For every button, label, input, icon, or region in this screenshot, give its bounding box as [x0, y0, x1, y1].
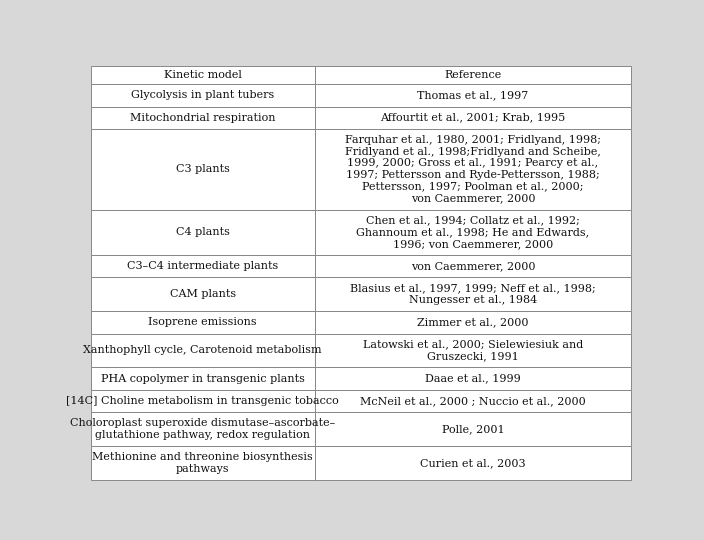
Bar: [315, 66, 631, 84]
Bar: [315, 84, 631, 106]
Text: Farquhar et al., 1980, 2001; Fridlyand, 1998;: Farquhar et al., 1980, 2001; Fridlyand, …: [345, 135, 601, 145]
Bar: [315, 311, 631, 334]
Text: Nungesser et al., 1984: Nungesser et al., 1984: [409, 295, 537, 305]
Bar: [91, 446, 315, 480]
Text: Choloroplast superoxide dismutase–ascorbate–: Choloroplast superoxide dismutase–ascorb…: [70, 418, 335, 428]
Bar: [315, 106, 631, 129]
Bar: [91, 255, 315, 278]
Text: Polle, 2001: Polle, 2001: [441, 424, 504, 434]
Bar: [315, 446, 631, 480]
Bar: [315, 255, 631, 278]
Text: Affourtit et al., 2001; Krab, 1995: Affourtit et al., 2001; Krab, 1995: [380, 113, 565, 123]
Text: Isoprene emissions: Isoprene emissions: [149, 318, 257, 327]
Bar: [315, 210, 631, 255]
Bar: [315, 129, 631, 210]
Bar: [91, 278, 315, 311]
Text: Mitochondrial respiration: Mitochondrial respiration: [130, 113, 275, 123]
Bar: [91, 84, 315, 106]
Text: pathways: pathways: [176, 464, 230, 474]
Text: Glycolysis in plant tubers: Glycolysis in plant tubers: [131, 91, 275, 100]
Text: Xanthophyll cycle, Carotenoid metabolism: Xanthophyll cycle, Carotenoid metabolism: [84, 346, 322, 355]
Bar: [91, 390, 315, 412]
Bar: [315, 412, 631, 446]
Text: 1997; Pettersson and Ryde-Pettersson, 1988;: 1997; Pettersson and Ryde-Pettersson, 19…: [346, 170, 600, 180]
Bar: [91, 129, 315, 210]
Text: Reference: Reference: [444, 70, 501, 80]
Text: 1996; von Caemmerer, 2000: 1996; von Caemmerer, 2000: [393, 239, 553, 249]
Bar: [315, 334, 631, 367]
Text: Latowski et al., 2000; Sielewiesiuk and: Latowski et al., 2000; Sielewiesiuk and: [363, 340, 583, 349]
Bar: [315, 390, 631, 412]
Text: Chen et al., 1994; Collatz et al., 1992;: Chen et al., 1994; Collatz et al., 1992;: [366, 215, 580, 226]
Bar: [91, 367, 315, 390]
Text: Blasius et al., 1997, 1999; Neff et al., 1998;: Blasius et al., 1997, 1999; Neff et al.,…: [350, 284, 596, 294]
Text: C4 plants: C4 plants: [176, 227, 230, 238]
Bar: [91, 210, 315, 255]
Text: Fridlyand et al., 1998;Fridlyand and Scheibe,: Fridlyand et al., 1998;Fridlyand and Sch…: [345, 147, 601, 157]
Text: Kinetic model: Kinetic model: [164, 70, 241, 80]
Text: Thomas et al., 1997: Thomas et al., 1997: [417, 91, 529, 100]
Text: Pettersson, 1997; Poolman et al., 2000;: Pettersson, 1997; Poolman et al., 2000;: [362, 182, 584, 192]
Text: von Caemmerer, 2000: von Caemmerer, 2000: [410, 193, 535, 204]
Text: [14C] Choline metabolism in transgenic tobacco: [14C] Choline metabolism in transgenic t…: [66, 396, 339, 406]
Text: PHA copolymer in transgenic plants: PHA copolymer in transgenic plants: [101, 374, 305, 383]
Bar: [315, 278, 631, 311]
Bar: [315, 367, 631, 390]
Text: Zimmer et al., 2000: Zimmer et al., 2000: [417, 318, 529, 327]
Text: Ghannoum et al., 1998; He and Edwards,: Ghannoum et al., 1998; He and Edwards,: [356, 227, 589, 238]
Text: glutathione pathway, redox regulation: glutathione pathway, redox regulation: [95, 430, 310, 440]
Bar: [91, 412, 315, 446]
Bar: [91, 311, 315, 334]
Bar: [91, 334, 315, 367]
Text: C3 plants: C3 plants: [176, 164, 230, 174]
Text: Gruszecki, 1991: Gruszecki, 1991: [427, 352, 519, 361]
Text: CAM plants: CAM plants: [170, 289, 236, 299]
Text: McNeil et al., 2000 ; Nuccio et al., 2000: McNeil et al., 2000 ; Nuccio et al., 200…: [360, 396, 586, 406]
Text: Curien et al., 2003: Curien et al., 2003: [420, 458, 526, 468]
Bar: [91, 66, 315, 84]
Text: von Caemmerer, 2000: von Caemmerer, 2000: [410, 261, 535, 271]
Text: C3–C4 intermediate plants: C3–C4 intermediate plants: [127, 261, 279, 271]
Text: 1999, 2000; Gross et al., 1991; Pearcy et al.,: 1999, 2000; Gross et al., 1991; Pearcy e…: [347, 158, 598, 168]
Bar: [91, 106, 315, 129]
Text: Methionine and threonine biosynthesis: Methionine and threonine biosynthesis: [92, 452, 313, 462]
Text: Daae et al., 1999: Daae et al., 1999: [425, 374, 521, 383]
